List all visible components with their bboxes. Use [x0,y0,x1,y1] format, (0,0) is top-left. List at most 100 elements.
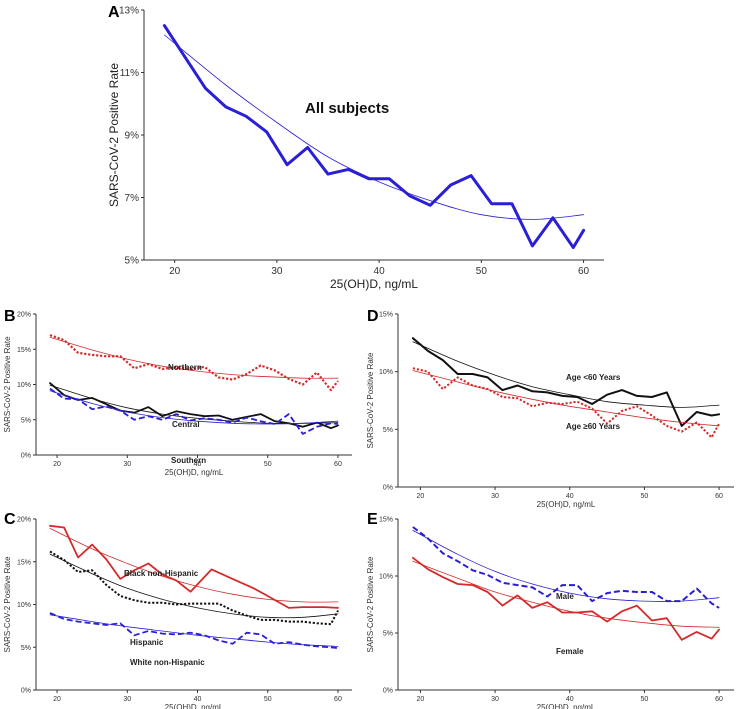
series-line-white-non-hispanic-fit [49,614,339,647]
series-annotation: Female [556,647,584,656]
series-annotation: Hispanic [130,638,164,647]
panel-letter: A [108,4,120,21]
series-annotation: Black non-Hispanic [124,569,199,578]
x-tick-label: 40 [566,696,574,703]
y-tick-label: 10% [379,574,393,581]
y-tick-label: 0% [383,688,393,695]
y-tick-label: 0% [21,688,31,695]
y-axis-label: SARS-CoV-2 Positive Rate [3,556,12,653]
y-axis-label: SARS-CoV-2 Positive Rate [366,556,375,653]
x-tick-label: 50 [264,461,272,468]
y-tick-label: 5% [21,645,31,652]
series-line-central-fit [49,384,339,424]
series-annotation: Male [556,592,574,601]
x-tick-label: 20 [53,696,61,703]
series-line-fit [164,34,584,220]
series-line-northern-fit [49,336,339,379]
series-line-hispanic-fit [49,553,339,619]
panel-e: 0% 5% 10% 15% 20 30 40 50 60 25(OH)D, ng/mL SARS-C… [366,511,734,709]
x-tick-label: 60 [578,266,590,277]
series-annotation: Southern [171,456,206,465]
x-tick-label: 60 [334,696,342,703]
y-axis-label: SARS-CoV-2 Positive Rate [3,336,12,433]
y-tick-label: 20% [17,312,31,319]
x-axis-label: 25(OH)D, ng/mL [165,468,224,477]
x-axis-label: 25(OH)D, ng/mL [330,277,418,291]
panel-b: 0% 5% 10% 15% 20% 20 30 40 50 60 25(OH)D, ng/mL SAR… [3,308,352,477]
panel-letter: D [367,308,379,325]
panel-letter: E [367,511,378,528]
y-axis-label: SARS-CoV-2 Positive Rate [366,352,375,449]
series-line-all-subjects [162,24,586,249]
series-line-southern-fit [49,390,339,425]
series-line-southern [49,387,339,435]
x-axis-label: 25(OH)D, ng/mL [537,703,596,709]
x-tick-label: 20 [53,461,61,468]
x-tick-label: 50 [641,493,649,500]
panel-d: 0% 5% 10% 15% 20 30 40 50 60 25(OH)D, ng/mL SARS-C… [366,308,734,509]
x-tick-label: 40 [566,493,574,500]
series-line-black-non-hispanic [49,524,339,609]
x-tick-label: 60 [715,696,723,703]
series-line-female [412,556,720,641]
y-tick-label: 0% [21,453,31,460]
y-tick-label: 11% [120,68,139,79]
y-tick-label: 5% [21,417,31,424]
y-tick-label: 15% [17,559,31,566]
y-tick-label: 15% [17,347,31,354]
y-tick-label: 20% [17,517,31,524]
series-annotation: All subjects [305,100,389,117]
x-tick-label: 30 [491,493,499,500]
y-tick-label: 15% [379,517,393,524]
y-tick-label: 10% [17,382,31,389]
x-tick-label: 30 [491,696,499,703]
series-annotation: Age ≥60 Years [566,422,621,431]
series-line-male-fit [412,530,720,602]
y-tick-label: 5% [383,631,393,638]
series-annotation: White non-Hispanic [130,658,205,667]
series-line-age-60-years [411,337,721,427]
x-tick-label: 50 [641,696,649,703]
x-tick-label: 40 [374,266,386,277]
x-tick-label: 50 [476,266,488,277]
y-tick-label: 7% [125,193,140,204]
series-annotation: Age <60 Years [566,373,621,382]
series-line-white-non-hispanic [49,612,339,649]
y-tick-label: 9% [125,131,140,142]
panel-letter: C [4,511,16,528]
x-tick-label: 20 [417,696,425,703]
y-tick-label: 5% [125,256,140,267]
panel-a: 5% 7% 9% 11% 13% 20 30 40 50 60 25(OH)D, ng/mL SARS… [107,4,604,291]
x-tick-label: 40 [194,696,202,703]
y-tick-label: 10% [17,602,31,609]
x-tick-label: 20 [417,493,425,500]
y-tick-label: 10% [379,369,393,376]
series-line-age-60-years [412,367,720,439]
x-tick-label: 30 [123,461,131,468]
y-tick-label: 13% [119,6,139,17]
series-line-age-60-years-fit [412,341,720,408]
x-axis-label: 25(OH)D, ng/mL [165,703,224,709]
y-axis-label: SARS-CoV-2 Positive Rate [107,63,121,207]
x-tick-label: 30 [271,266,283,277]
series-line-northern [49,334,339,392]
series-line-age-60-years-fit [412,370,720,427]
x-axis-label: 25(OH)D, ng/mL [537,500,596,509]
y-tick-label: 5% [383,427,393,434]
x-tick-label: 20 [169,266,181,277]
x-tick-label: 60 [715,493,723,500]
series-line-black-non-hispanic-fit [49,528,339,603]
series-annotation: Central [172,420,200,429]
series-line-female-fit [412,560,720,628]
y-tick-label: 15% [379,312,393,319]
panel-c: 0% 5% 10% 15% 20% 20 30 40 50 60 25(OH)D, ng/mL SAR… [3,511,352,709]
x-tick-label: 40 [194,461,202,468]
x-tick-label: 50 [264,696,272,703]
series-annotation: Northern [168,363,202,372]
series-line-hispanic [49,550,339,626]
x-tick-label: 60 [334,461,342,468]
panel-letter: B [4,308,16,325]
x-tick-label: 30 [123,696,131,703]
y-tick-label: 0% [383,485,393,492]
